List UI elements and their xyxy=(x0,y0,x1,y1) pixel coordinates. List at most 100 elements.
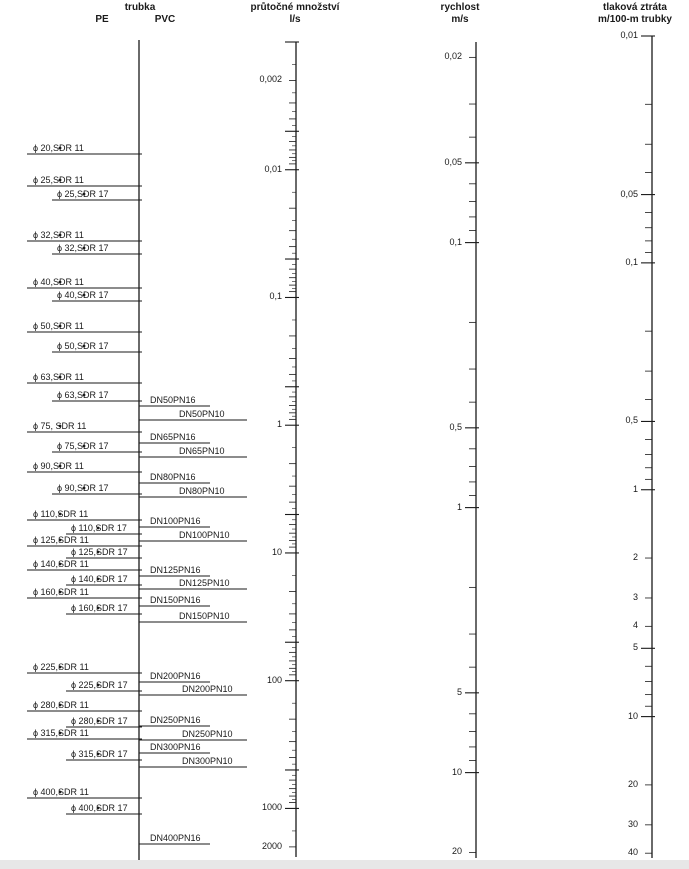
pe-pipe-label: ϕ 75,SDR 17 xyxy=(57,441,109,451)
pe-pipe-label: ϕ 315,SDR 17 xyxy=(71,749,128,759)
flow-unit: l/s xyxy=(289,14,301,25)
pe-pipe-label: ϕ 125,SDR 11 xyxy=(33,535,89,545)
loss-label: 0,01 xyxy=(620,30,638,40)
pvc-pipe-label: DN125PN10 xyxy=(179,578,230,588)
loss-label: 3 xyxy=(632,591,638,602)
pvc-pipe-label: DN250PN16 xyxy=(150,715,201,725)
pe-pipe-label: ϕ 110,SDR 11 xyxy=(33,509,89,519)
pvc-pipe-label: DN80PN10 xyxy=(179,486,225,496)
pe-pipe-label: ϕ 63,SDR 17 xyxy=(57,390,109,400)
pe-pipe-label: ϕ 400,SDR 17 xyxy=(71,803,128,813)
pe-pipe-label: ϕ 50,SDR 17 xyxy=(57,341,109,351)
speed-label: 0,1 xyxy=(449,236,462,247)
pe-pipe-label: ϕ 280,SDR 11 xyxy=(33,700,89,710)
pe-pipe-label: ϕ 225,SDR 11 xyxy=(33,662,89,672)
pe-pipe-label: ϕ 63,SDR 11 xyxy=(33,372,84,382)
pe-pipe-dot xyxy=(96,577,100,581)
pe-pipe-dot xyxy=(82,246,86,250)
pe-pipe-dot xyxy=(58,146,62,150)
pe-pipe-label: ϕ 400,SDR 11 xyxy=(33,787,89,797)
pe-pipe-dot xyxy=(82,393,86,397)
footer-bar xyxy=(0,860,689,869)
pvc-pipe-label: DN50PN10 xyxy=(179,409,225,419)
pe-pipe-dot xyxy=(96,683,100,687)
pvc-pipe-label: DN50PN16 xyxy=(150,395,196,405)
speed-title: rychlost xyxy=(440,2,480,13)
pvc-pipe-label: DN65PN16 xyxy=(150,432,196,442)
pe-pipe-dot xyxy=(58,178,62,182)
speed-label: 0,02 xyxy=(444,51,462,62)
pvc-pipe-label: DN125PN16 xyxy=(150,565,201,575)
pvc-pipe-label: DN100PN10 xyxy=(179,530,230,540)
loss-title: tlaková ztráta xyxy=(603,2,667,13)
pvc-pipe-label: DN150PN10 xyxy=(179,611,230,621)
loss-label: 1 xyxy=(632,483,638,494)
loss-label: 20 xyxy=(627,778,638,789)
pvc-pipe-label: DN200PN16 xyxy=(150,671,201,681)
pvc-pipe-label: DN100PN16 xyxy=(150,516,201,526)
pe-pipe-dot xyxy=(58,790,62,794)
pe-pipe-dot xyxy=(58,562,62,566)
pe-pipe-dot xyxy=(58,731,62,735)
speed-label: 0,05 xyxy=(444,156,462,167)
flow-label: 100 xyxy=(266,674,282,685)
pe-pipe-label: ϕ 40,SDR 17 xyxy=(57,290,109,300)
loss-label: 2 xyxy=(632,552,638,563)
pe-pipe-dot xyxy=(58,464,62,468)
pe-pipe-dot xyxy=(82,486,86,490)
pe-pipe-label: ϕ 280,SDR 17 xyxy=(71,716,128,726)
pe-pipe-dot xyxy=(58,424,62,428)
loss-label: 0,5 xyxy=(625,415,638,426)
flow-label: 10 xyxy=(271,546,282,557)
speed-label: 0,5 xyxy=(449,421,462,432)
pe-pipe-label: ϕ 110,SDR 17 xyxy=(71,523,127,533)
pe-pipe-dot xyxy=(96,606,100,610)
pe-pipe-dot xyxy=(58,280,62,284)
pe-pipe-dot xyxy=(96,526,100,530)
pe-pipe-dot xyxy=(82,344,86,348)
pipe-title: trubka xyxy=(124,2,156,13)
pe-pipe-label: ϕ 225,SDR 17 xyxy=(71,680,128,690)
pvc-pipe-label: DN250PN10 xyxy=(182,729,233,739)
pvc-pipe-label: DN80PN16 xyxy=(150,472,196,482)
loss-unit: m/100-m trubky xyxy=(598,14,672,25)
pe-pipe-label: ϕ 90,SDR 11 xyxy=(33,461,84,471)
pe-pipe-label: ϕ 50,SDR 11 xyxy=(33,321,84,331)
speed-unit: m/s xyxy=(451,14,469,25)
loss-label: 10 xyxy=(627,710,638,721)
pe-pipe-dot xyxy=(58,233,62,237)
pe-pipe-label: ϕ 40,SDR 11 xyxy=(33,277,84,287)
loss-label: 4 xyxy=(632,620,638,631)
loss-label: 5 xyxy=(632,642,638,653)
pe-pipe-label: ϕ 315,SDR 11 xyxy=(33,728,89,738)
pe-pipe-label: ϕ 25,SDR 17 xyxy=(57,189,109,199)
pe-title: PE xyxy=(95,14,109,25)
pe-pipe-dot xyxy=(96,719,100,723)
pe-pipe-label: ϕ 90,SDR 17 xyxy=(57,483,109,493)
flow-label: 0,1 xyxy=(269,291,282,302)
loss-label: 30 xyxy=(627,818,638,829)
pe-pipe-label: ϕ 25,SDR 11 xyxy=(33,175,84,185)
pvc-pipe-label: DN400PN16 xyxy=(150,833,201,843)
pe-pipe-dot xyxy=(58,375,62,379)
flow-label: 2000 xyxy=(261,840,282,851)
pe-pipe-dot xyxy=(96,752,100,756)
pe-pipe-label: ϕ 20,SDR 11 xyxy=(33,143,84,153)
pe-pipe-label: ϕ 75, SDR 11 xyxy=(33,421,87,431)
speed-label: 5 xyxy=(456,686,462,697)
loss-label: 0,05 xyxy=(620,188,638,199)
pvc-pipe-label: DN300PN16 xyxy=(150,742,201,752)
pvc-pipe-label: DN65PN10 xyxy=(179,446,225,456)
pe-pipe-label: ϕ 32,SDR 17 xyxy=(57,243,109,253)
pe-pipe-dot xyxy=(96,550,100,554)
flow-label: 0,002 xyxy=(259,74,282,85)
pe-pipe-dot xyxy=(82,293,86,297)
pe-pipe-dot xyxy=(58,538,62,542)
pe-pipe-dot xyxy=(58,590,62,594)
pe-pipe-label: ϕ 160,SDR 17 xyxy=(71,603,128,613)
pvc-title: PVC xyxy=(154,14,176,25)
flow-label: 1000 xyxy=(261,802,282,813)
pe-pipe-label: ϕ 32,SDR 11 xyxy=(33,230,84,240)
pe-pipe-dot xyxy=(82,192,86,196)
